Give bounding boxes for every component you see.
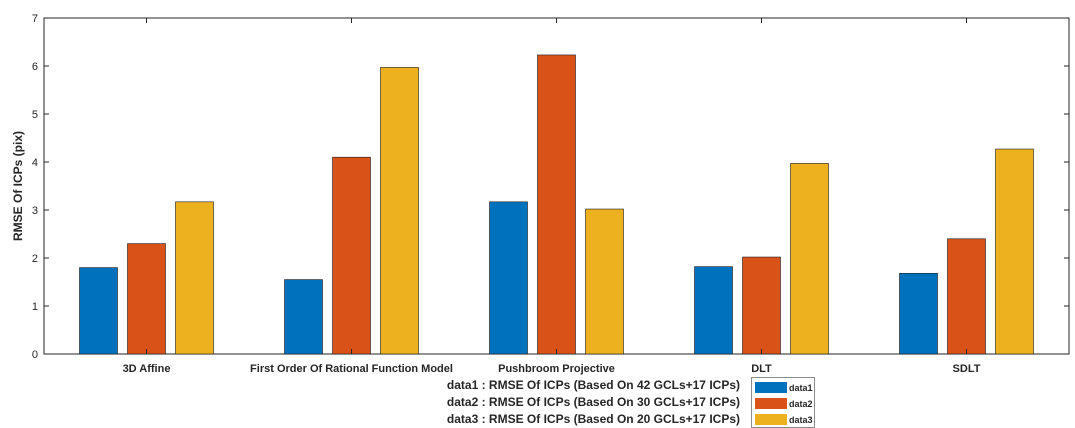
series-note-2: data2 : RMSE Of ICPs (Based On 30 GCLs+1… <box>446 395 740 409</box>
x-tick-label-2: First Order Of Rational Function Model <box>250 363 453 375</box>
y-tick-label-0: 0 <box>32 349 38 361</box>
x-tick-label-5: SDLT <box>953 363 981 375</box>
bar-data3-3 <box>585 208 624 355</box>
bar-data1-4 <box>694 266 733 355</box>
x-tick-label-1: 3D Affine <box>123 363 171 375</box>
y-tick-label-3: 3 <box>32 205 38 217</box>
y-tick-label-5: 5 <box>32 109 38 121</box>
x-tick-label-4: DLT <box>751 363 772 375</box>
legend-swatch-data1 <box>755 382 787 393</box>
bar-data1-5 <box>899 273 938 355</box>
legend-label-data1: data1 <box>789 382 813 393</box>
bar-data2-5 <box>947 238 986 355</box>
bar-data3-2 <box>380 67 419 355</box>
y-tick-label-6: 6 <box>32 61 38 73</box>
legend-label-data2: data2 <box>789 398 813 409</box>
bar-data3-4 <box>790 163 829 355</box>
legend-item-data1: data1 <box>755 381 813 394</box>
y-axis-label: RMSE Of ICPs (pix) <box>11 131 25 241</box>
bar-data2-1 <box>127 243 166 355</box>
bar-data1-3 <box>489 201 528 355</box>
y-tick-label-1: 1 <box>32 301 38 313</box>
bar-data3-1 <box>175 201 214 355</box>
legend: data1 data2 data3 <box>751 377 815 428</box>
y-tick-label-4: 4 <box>32 157 38 169</box>
legend-swatch-data3 <box>755 414 787 425</box>
y-tick-label-7: 7 <box>32 13 38 25</box>
bar-data3-5 <box>995 148 1034 355</box>
bar-data1-1 <box>79 267 118 355</box>
y-tick-label-2: 2 <box>32 253 38 265</box>
legend-label-data3: data3 <box>789 414 813 425</box>
bar-data2-3 <box>537 54 576 355</box>
legend-item-data2: data2 <box>755 397 813 410</box>
series-note-3: data3 : RMSE Of ICPs (Based On 20 GCLs+1… <box>446 412 740 426</box>
series-note-1: data1 : RMSE Of ICPs (Based On 42 GCLs+1… <box>446 378 740 392</box>
legend-swatch-data2 <box>755 398 787 409</box>
bar-data1-2 <box>284 279 323 355</box>
x-tick-label-3: Pushbroom Projective <box>498 363 615 375</box>
bar-data2-2 <box>332 156 371 355</box>
bar-data2-4 <box>742 256 781 355</box>
legend-item-data3: data3 <box>755 413 813 426</box>
